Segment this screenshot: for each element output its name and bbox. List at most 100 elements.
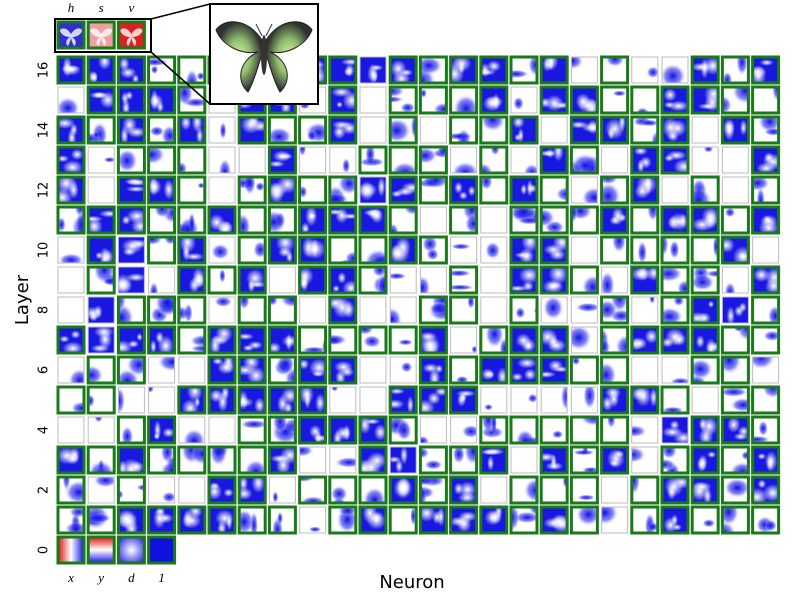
neuron-cell — [237, 175, 267, 205]
neuron-cell — [57, 296, 85, 324]
neuron-cell — [690, 235, 720, 265]
neuron-cell — [661, 56, 689, 84]
neuron-cell — [720, 505, 750, 535]
neuron-cell — [208, 116, 236, 144]
neuron-cell — [509, 205, 539, 235]
neuron-cell — [450, 326, 478, 354]
neuron-cell — [57, 356, 85, 384]
neuron-cell — [720, 235, 750, 265]
neuron-cell — [57, 416, 85, 444]
neuron-cell — [86, 55, 116, 85]
input-label: y — [96, 570, 104, 585]
neuron-cell — [87, 296, 115, 324]
neuron-cell — [116, 175, 146, 205]
neuron-cell — [691, 386, 719, 414]
neuron-cell — [720, 55, 750, 85]
neuron-cell — [630, 385, 660, 415]
neuron-cell — [569, 475, 599, 505]
neuron-cell — [207, 445, 237, 475]
neuron-cell — [147, 145, 177, 175]
neuron-cell — [267, 295, 297, 325]
neuron-cell — [691, 116, 719, 144]
neuron-cell — [359, 386, 387, 414]
neuron-cell — [631, 416, 659, 444]
neuron-cell — [630, 85, 660, 115]
neuron-cell — [116, 535, 146, 565]
neuron-cell — [480, 476, 508, 504]
neuron-cell — [569, 415, 599, 445]
neuron-cell — [358, 145, 388, 175]
neuron-cell — [298, 175, 328, 205]
y-tick-label: 16 — [37, 62, 52, 79]
neuron-cell — [177, 265, 207, 295]
output-box — [54, 18, 152, 53]
neuron-cell — [388, 145, 418, 175]
neuron-cell — [358, 325, 388, 355]
neuron-cell — [720, 355, 750, 385]
neuron-cell — [480, 386, 508, 414]
neuron-cell — [449, 85, 479, 115]
neuron-cell — [359, 356, 387, 384]
neuron-cell — [600, 325, 630, 355]
neuron-cell — [178, 416, 206, 444]
neuron-cell — [328, 205, 358, 235]
neuron-cell — [510, 386, 538, 414]
neuron-cell — [87, 416, 115, 444]
neuron-cell — [539, 145, 569, 175]
neuron-cell — [479, 505, 509, 535]
neuron-cell — [449, 355, 479, 385]
neuron-cell — [600, 355, 630, 385]
neuron-cell — [509, 475, 539, 505]
neuron-cell — [570, 296, 598, 324]
output-inset — [209, 3, 319, 105]
neuron-cell — [299, 506, 327, 534]
neuron-cell — [57, 266, 85, 294]
neuron-cell — [298, 325, 328, 355]
neuron-cell — [450, 416, 478, 444]
neuron-cell — [388, 85, 418, 115]
neuron-cell — [690, 55, 720, 85]
y-tick-label: 0 — [37, 546, 52, 554]
neuron-cell — [600, 205, 630, 235]
neuron-cell — [450, 236, 478, 264]
neuron-cell — [418, 175, 448, 205]
neuron-cell — [328, 85, 358, 115]
neuron-cell — [358, 235, 388, 265]
neuron-cell — [418, 475, 448, 505]
neuron-cell — [660, 205, 690, 235]
neuron-cell — [510, 146, 538, 174]
neuron-cell — [600, 415, 630, 445]
neuron-cell — [268, 476, 296, 504]
neuron-cell — [148, 386, 176, 414]
neuron-cell — [569, 85, 599, 115]
neuron-cell — [449, 475, 479, 505]
neuron-cell — [540, 296, 568, 324]
neuron-cell — [570, 386, 598, 414]
neuron-cell — [509, 115, 539, 145]
neuron-cell — [388, 175, 418, 205]
neuron-cell — [116, 355, 146, 385]
neuron-cell — [208, 176, 236, 204]
neuron-cell — [449, 265, 479, 295]
neuron-cell — [177, 235, 207, 265]
neuron-cell — [479, 355, 509, 385]
neuron-cell — [600, 115, 630, 145]
neuron-cell — [480, 296, 508, 324]
neuron-cell — [359, 56, 387, 84]
neuron-cell — [117, 236, 145, 264]
neuron-cell — [751, 85, 781, 115]
neuron-cell — [388, 115, 418, 145]
neuron-cell — [328, 415, 358, 445]
neuron-cell — [480, 266, 508, 294]
neuron-cell — [510, 446, 538, 474]
neuron-cell — [388, 55, 418, 85]
neuron-cell — [539, 475, 569, 505]
neuron-cell — [751, 475, 781, 505]
neuron-cell — [178, 356, 206, 384]
neuron-cell — [177, 145, 207, 175]
y-tick-label: 2 — [37, 486, 52, 494]
neuron-cell — [661, 356, 689, 384]
neuron-cell — [389, 296, 417, 324]
neuron-cell — [147, 205, 177, 235]
neuron-cell — [56, 385, 86, 415]
